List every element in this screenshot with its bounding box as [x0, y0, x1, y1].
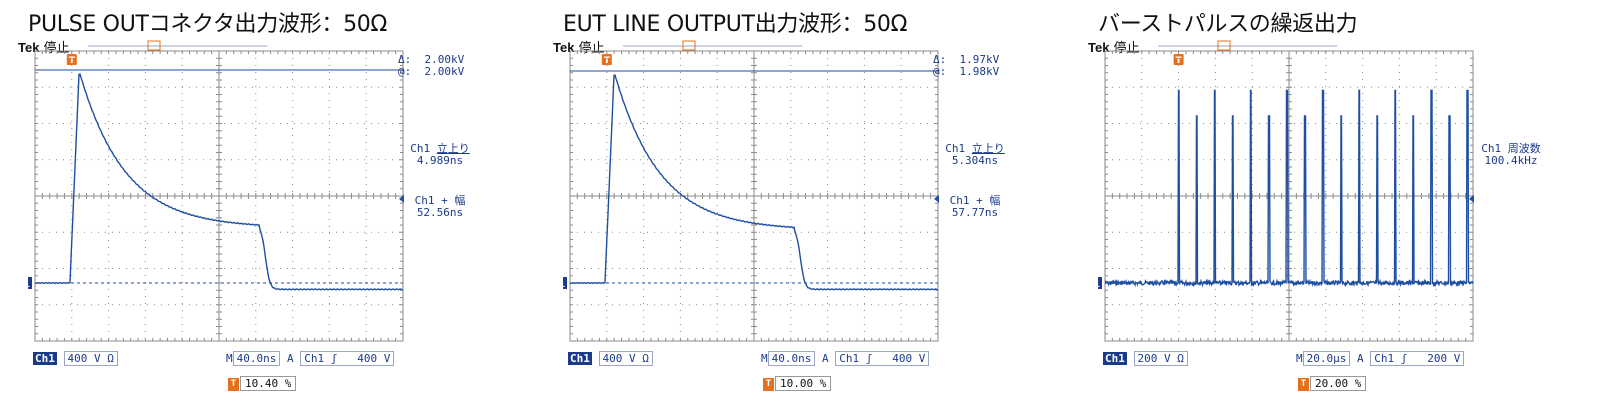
tek-status: Tek 停止: [18, 37, 69, 56]
status-bar: Ch1 400 V Ω: [33, 351, 118, 366]
trigger-marker-label: T: [69, 56, 76, 66]
trigger-marker-label: T: [1176, 56, 1183, 66]
trigger-icon: T: [1298, 377, 1309, 391]
panel-title: PULSE OUTコネクタ出力波形：50Ω: [28, 12, 387, 37]
tek-logo: Tek: [18, 40, 40, 55]
record-window: [147, 40, 161, 51]
delta-readout: Δ: 2.00kV @: 2.00kV: [398, 53, 465, 78]
trigger-level-arrow-icon: [934, 194, 939, 203]
ch1-waveform-trace: [34, 73, 404, 291]
panel-title: バーストパルスの繰返出力: [1098, 12, 1358, 37]
tek-logo: Tek: [1088, 40, 1110, 55]
trigger-marker-icon: [601, 54, 612, 65]
trigger-icon: T: [763, 377, 774, 391]
trigger-icon: T: [228, 377, 239, 391]
trigger-level-arrow-icon: [1469, 194, 1474, 203]
scope-screen: T1: [563, 40, 939, 342]
tek-logo: Tek: [553, 40, 575, 55]
timebase-bar: M 20.0µs A Ch1 ʃ 200 V: [1296, 351, 1465, 366]
trigger-level-arrow-icon: [399, 194, 404, 203]
record-window: [1217, 40, 1231, 51]
panel-title: EUT LINE OUTPUT出力波形：50Ω: [563, 12, 908, 37]
trigger-marker-icon: [66, 54, 77, 65]
status-bar: Ch1 200 V Ω: [1103, 351, 1188, 366]
rise-time-measurement: Ch1 立上り 5.304ns: [945, 142, 1005, 167]
status-bar: Ch1 400 V Ω: [568, 351, 653, 366]
trigger-position: T 10.40 %: [228, 376, 297, 391]
ch1-waveform-trace: [569, 74, 939, 291]
channel1-marker-label: 1: [563, 280, 565, 290]
width-measurement: Ch1 + 幅 57.77ns: [949, 194, 1001, 219]
channel1-marker-icon: [1098, 277, 1102, 289]
trigger-marker-label: T: [604, 56, 611, 66]
timebase-bar: M 40.0ns A Ch1 ʃ 400 V: [226, 351, 395, 366]
trigger-position: T 10.00 %: [763, 376, 832, 391]
ch1-waveform-trace: [1104, 89, 1474, 288]
rise-time-measurement: Ch1 立上り 4.989ns: [410, 142, 470, 167]
channel1-marker-label: 1: [28, 280, 30, 290]
width-measurement: Ch1 + 幅 52.56ns: [414, 194, 466, 219]
timebase-bar: M 40.0ns A Ch1 ʃ 400 V: [761, 351, 930, 366]
channel1-marker-icon: [563, 277, 567, 289]
trigger-position: T 20.00 %: [1298, 376, 1367, 391]
channel1-marker-label: 1: [1098, 280, 1100, 290]
delta-readout: Δ: 1.97kV @: 1.98kV: [933, 53, 1000, 78]
scope-screen: T1: [1098, 40, 1474, 342]
scope-screen: T1: [28, 40, 404, 342]
frequency-measurement: Ch1 周波数 100.4kHz: [1481, 142, 1541, 167]
channel1-marker-icon: [28, 277, 32, 289]
trigger-marker-icon: [1173, 54, 1184, 65]
record-window: [682, 40, 696, 51]
